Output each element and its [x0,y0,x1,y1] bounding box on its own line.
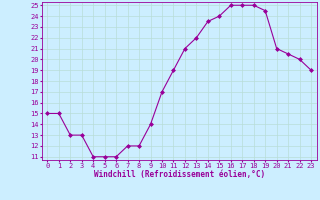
X-axis label: Windchill (Refroidissement éolien,°C): Windchill (Refroidissement éolien,°C) [94,170,265,179]
